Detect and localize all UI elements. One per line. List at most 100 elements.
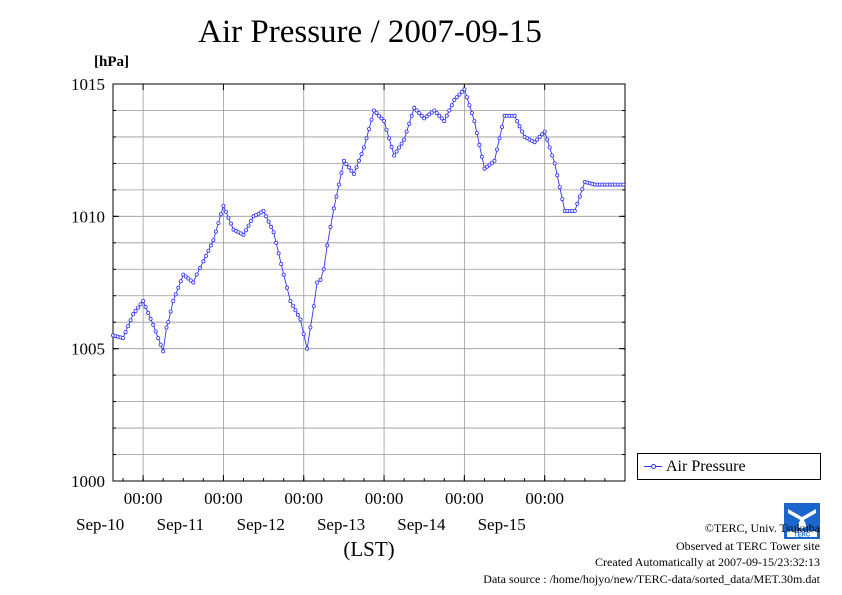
data-point-marker [540, 132, 545, 137]
data-point-marker [387, 136, 392, 141]
data-point [221, 203, 226, 208]
data-point-marker [143, 304, 148, 309]
data-point [452, 97, 457, 102]
data-point-marker [133, 308, 138, 313]
data-point-marker [407, 121, 412, 126]
data-point-marker [464, 95, 469, 100]
data-point-marker [293, 308, 298, 313]
data-point-marker [354, 165, 359, 170]
data-point-marker [138, 302, 143, 307]
data-point [532, 140, 537, 145]
data-point [572, 208, 577, 213]
data-point-marker [290, 303, 295, 308]
data-point-marker [336, 182, 341, 187]
data-point-marker [484, 164, 489, 169]
data-point-marker [434, 111, 439, 116]
data-point [305, 346, 310, 351]
data-point-marker [266, 219, 271, 224]
data-point-marker [334, 194, 339, 199]
data-point-marker [467, 103, 472, 108]
data-point-marker [156, 336, 161, 341]
data-point-marker [216, 220, 221, 225]
data-point-marker [439, 116, 444, 121]
data-point-marker [454, 95, 459, 100]
data-point-marker [136, 305, 141, 310]
x-tick-date-label: Sep-13 [317, 515, 365, 534]
data-point-marker [497, 136, 502, 141]
chart-title: Air Pressure / 2007-09-15 [198, 14, 542, 50]
data-point [121, 336, 126, 341]
x-tick-time-label: 00:00 [445, 489, 484, 508]
data-point-marker [246, 223, 251, 228]
data-point-marker [295, 312, 300, 317]
data-point-marker [489, 160, 494, 165]
data-point [542, 129, 547, 134]
data-point-marker [419, 113, 424, 118]
data-point-marker [186, 276, 191, 281]
data-point-marker [404, 129, 409, 134]
data-point [371, 108, 376, 113]
data-point-marker [444, 113, 449, 118]
data-point-marker [146, 310, 151, 315]
data-point [472, 119, 477, 124]
data-point-marker [284, 285, 289, 290]
data-point [241, 232, 246, 237]
data-point [382, 119, 387, 124]
data-point-marker [148, 316, 153, 321]
data-point-marker [477, 142, 482, 147]
data-point [315, 280, 320, 285]
data-point-marker [389, 144, 394, 149]
data-point [412, 105, 417, 110]
data-point [288, 298, 293, 303]
x-tick-time-label: 00:00 [124, 489, 163, 508]
data-point-marker [459, 89, 464, 94]
x-axis-label: (LST) [343, 537, 394, 561]
data-point [201, 259, 206, 264]
data-point-marker [449, 103, 454, 108]
data-point-marker [376, 113, 381, 118]
x-tick-date-label: Sep-15 [478, 515, 526, 534]
data-point-marker [479, 154, 484, 159]
legend-marker-icon [644, 464, 662, 469]
data-point-marker [228, 221, 233, 226]
data-point-marker [176, 285, 181, 290]
data-point [318, 277, 323, 282]
data-point-marker [447, 108, 452, 113]
data-point-marker [557, 185, 562, 190]
data-point [191, 280, 196, 285]
data-point-marker [369, 117, 374, 122]
data-point-marker [346, 165, 351, 170]
data-point [321, 267, 326, 272]
data-point-marker [424, 114, 429, 119]
copyright-text: ©TERC, Univ. Tsukuba [704, 521, 820, 535]
data-point-marker [226, 215, 231, 220]
data-point [141, 298, 146, 303]
x-tick-time-label: 00:00 [204, 489, 243, 508]
data-point-marker [173, 292, 178, 297]
data-point-marker [399, 141, 404, 146]
data-point-marker [409, 113, 414, 118]
data-point [341, 158, 346, 163]
data-point [621, 182, 626, 187]
x-tick-date-label: Sep-10 [76, 515, 124, 534]
data-point-marker [197, 265, 202, 270]
y-axis-unit: [hPa] [94, 54, 129, 70]
data-point-marker [374, 111, 379, 116]
data-point [171, 298, 176, 303]
data-point-marker [356, 158, 361, 163]
legend-label: Air Pressure [666, 458, 746, 475]
data-point [161, 349, 166, 354]
data-point-marker [269, 224, 274, 229]
data-point-marker [206, 248, 211, 253]
data-point-marker [276, 251, 281, 256]
terc-logo: TERC [784, 503, 820, 539]
x-tick-date-label: Sep-11 [157, 515, 205, 534]
y-tick-label: 1015 [71, 75, 105, 94]
plot-frame [112, 83, 626, 482]
data-point-marker [274, 240, 279, 245]
data-point-marker [545, 137, 550, 142]
data-point [151, 322, 156, 327]
data-point-marker [168, 309, 173, 314]
data-point-marker [575, 201, 580, 206]
data-point-marker [397, 145, 402, 150]
